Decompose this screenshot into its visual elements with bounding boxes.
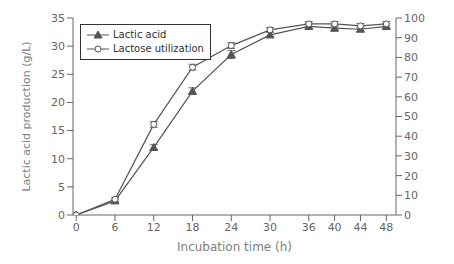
svg-text:0: 0 [73, 221, 80, 234]
svg-text:30: 30 [51, 40, 65, 53]
svg-text:48: 48 [379, 221, 393, 234]
svg-text:6: 6 [111, 221, 118, 234]
svg-text:Incubation time (h): Incubation time (h) [177, 240, 292, 254]
svg-text:20: 20 [404, 170, 418, 183]
svg-text:36: 36 [302, 221, 316, 234]
svg-text:20: 20 [51, 96, 65, 109]
svg-text:10: 10 [404, 189, 418, 202]
html-text:Lactose utilization: Lactose utilization [113, 43, 204, 54]
svg-text:90: 90 [404, 32, 418, 45]
svg-text:40: 40 [328, 221, 342, 234]
svg-text:30: 30 [263, 221, 277, 234]
svg-text:18: 18 [186, 221, 200, 234]
svg-text:12: 12 [147, 221, 161, 234]
svg-text:0: 0 [58, 209, 65, 222]
svg-text:30: 30 [404, 150, 418, 163]
svg-text:Lactic acid production (g/L): Lactic acid production (g/L) [20, 41, 33, 191]
svg-text:60: 60 [404, 91, 418, 104]
svg-text:24: 24 [224, 221, 238, 234]
svg-text:35: 35 [51, 12, 65, 25]
svg-text:15: 15 [51, 124, 65, 137]
svg-text:50: 50 [404, 110, 418, 123]
svg-text:70: 70 [404, 71, 418, 84]
svg-text:44: 44 [353, 221, 367, 234]
svg-text:100: 100 [404, 12, 425, 25]
svg-text:0: 0 [404, 209, 411, 222]
svg-text:5: 5 [58, 181, 65, 194]
svg-text:10: 10 [51, 153, 65, 166]
svg-text:80: 80 [404, 51, 418, 64]
svg-text:25: 25 [51, 68, 65, 81]
svg-text:40: 40 [404, 130, 418, 143]
html-text:Lactic acid: Lactic acid [113, 29, 167, 40]
